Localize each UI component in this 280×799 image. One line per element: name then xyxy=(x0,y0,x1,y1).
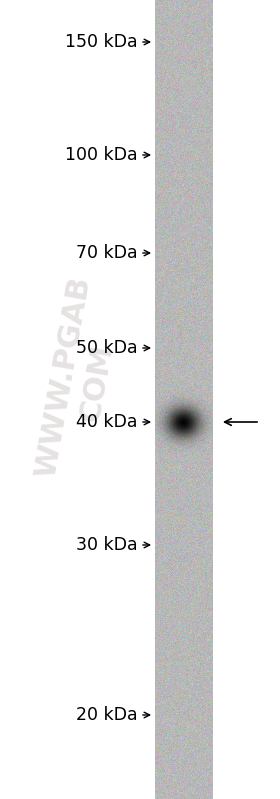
Text: 20 kDa: 20 kDa xyxy=(76,706,138,724)
Text: 150 kDa: 150 kDa xyxy=(65,33,138,51)
Text: 40 kDa: 40 kDa xyxy=(76,413,138,431)
Text: 70 kDa: 70 kDa xyxy=(76,244,138,262)
Text: WWW.PGAB
COM: WWW.PGAB COM xyxy=(31,274,129,486)
Text: 50 kDa: 50 kDa xyxy=(76,339,138,357)
Text: 30 kDa: 30 kDa xyxy=(76,536,138,554)
Text: 100 kDa: 100 kDa xyxy=(65,146,138,164)
